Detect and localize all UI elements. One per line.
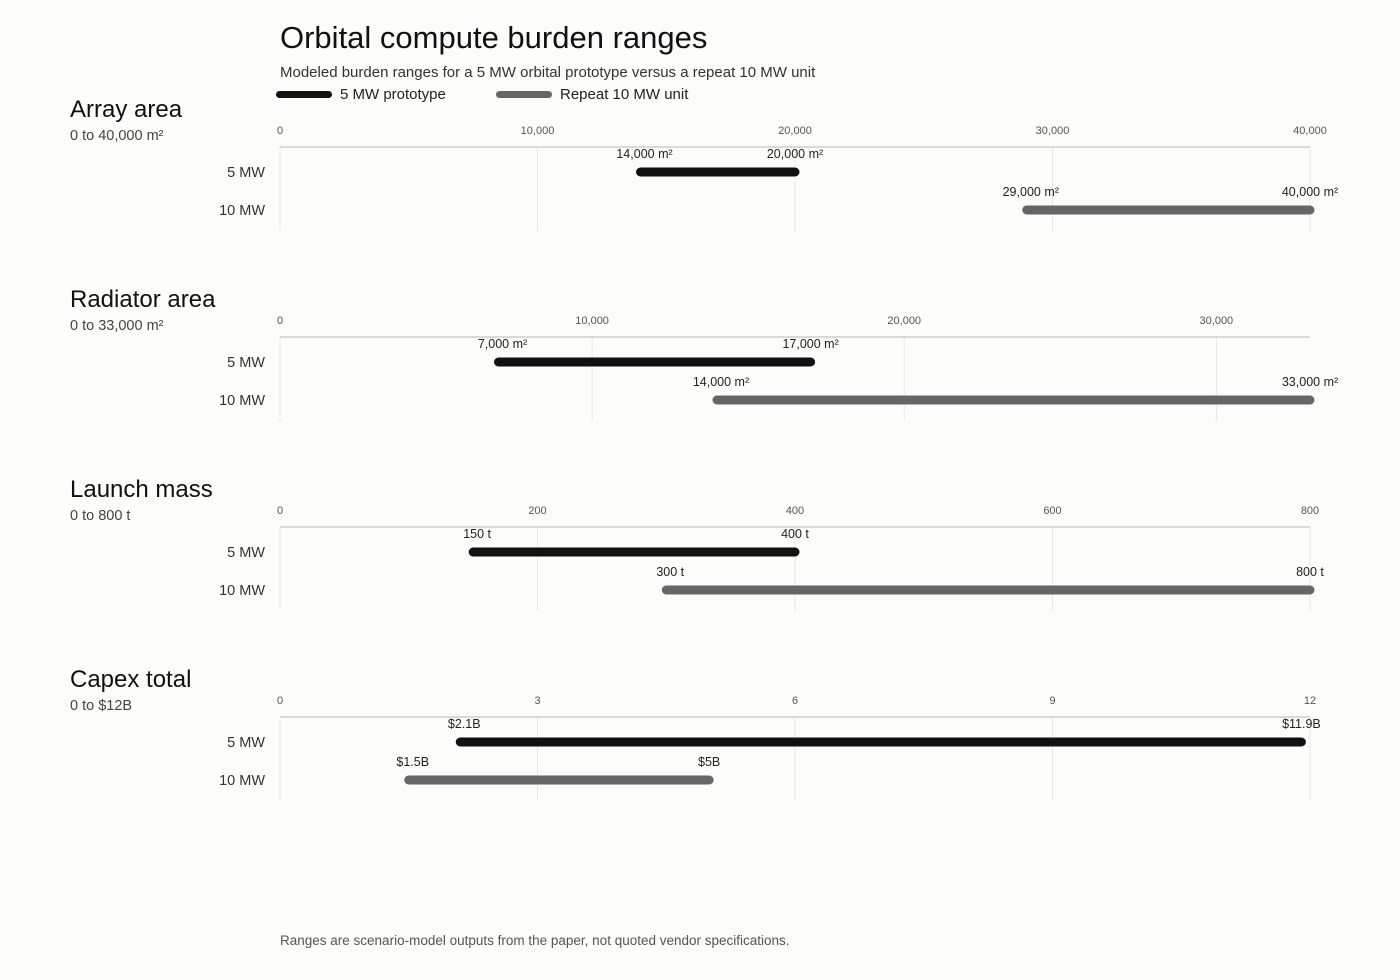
row-label-array-area-10-mw: 10 MW [219, 203, 265, 219]
panel-title-array-area: Array area [70, 96, 183, 123]
range-high-label-capex-total-5-mw: $11.9B [1282, 717, 1321, 731]
tick-label-launch-mass-0: 0 [277, 505, 283, 517]
range-high-label-radiator-area-5-mw: 17,000 m² [782, 337, 838, 351]
range-low-label-radiator-area-10-mw: 14,000 m² [693, 375, 749, 389]
range-low-label-capex-total-10-mw: $1.5B [396, 755, 429, 769]
panel-subtitle-array-area: 0 to 40,000 m² [70, 128, 164, 144]
tick-label-array-area-2: 20,000 [778, 125, 812, 137]
range-high-label-array-area-10-mw: 40,000 m² [1282, 185, 1338, 199]
range-high-label-capex-total-10-mw: $5B [698, 755, 720, 769]
row-label-radiator-area-5-mw: 5 MW [227, 355, 265, 371]
tick-label-array-area-3: 30,000 [1036, 125, 1070, 137]
row-label-capex-total-10-mw: 10 MW [219, 773, 265, 789]
range-high-label-radiator-area-10-mw: 33,000 m² [1282, 375, 1338, 389]
row-label-launch-mass-5-mw: 5 MW [227, 545, 265, 561]
chart-subtitle: Modeled burden ranges for a 5 MW orbital… [280, 64, 816, 81]
tick-label-launch-mass-4: 800 [1301, 505, 1319, 517]
tick-label-radiator-area-1: 10,000 [575, 315, 609, 327]
footnote: Ranges are scenario-model outputs from t… [280, 933, 790, 948]
legend-swatch-5mw [276, 90, 332, 98]
legend-item-5mw: 5 MW prototype [276, 85, 446, 103]
row-label-capex-total-5-mw: 5 MW [227, 735, 265, 751]
range-low-label-array-area-10-mw: 29,000 m² [1003, 185, 1059, 199]
row-label-radiator-area-10-mw: 10 MW [219, 393, 265, 409]
tick-label-launch-mass-2: 400 [786, 505, 804, 517]
panel-title-launch-mass: Launch mass [70, 476, 213, 503]
tick-label-array-area-1: 10,000 [521, 125, 555, 137]
tick-label-capex-total-0: 0 [277, 695, 283, 707]
range-high-label-launch-mass-5-mw: 400 t [781, 527, 809, 541]
chart-title: Orbital compute burden ranges [280, 20, 708, 55]
tick-label-array-area-0: 0 [277, 125, 283, 137]
tick-label-array-area-4: 40,000 [1293, 125, 1327, 137]
tick-label-launch-mass-3: 600 [1043, 505, 1061, 517]
range-high-label-array-area-5-mw: 20,000 m² [767, 147, 823, 161]
legend-swatch-10mw [496, 90, 552, 98]
range-low-label-capex-total-5-mw: $2.1B [448, 717, 481, 731]
tick-label-radiator-area-2: 20,000 [887, 315, 921, 327]
range-low-label-launch-mass-10-mw: 300 t [656, 565, 684, 579]
panel-subtitle-capex-total: 0 to $12B [70, 698, 132, 714]
panel-subtitle-launch-mass: 0 to 800 t [70, 508, 130, 524]
panel-subtitle-radiator-area: 0 to 33,000 m² [70, 318, 164, 334]
tick-label-capex-total-1: 3 [534, 695, 540, 707]
tick-label-launch-mass-1: 200 [528, 505, 546, 517]
legend-label-10mw: Repeat 10 MW unit [560, 85, 689, 103]
tick-label-radiator-area-0: 0 [277, 315, 283, 327]
tick-label-capex-total-4: 12 [1304, 695, 1316, 707]
legend-label-5mw: 5 MW prototype [340, 85, 446, 103]
range-low-label-array-area-5-mw: 14,000 m² [616, 147, 672, 161]
panel-title-capex-total: Capex total [70, 666, 191, 693]
legend-item-10mw: Repeat 10 MW unit [496, 85, 689, 103]
range-high-label-launch-mass-10-mw: 800 t [1296, 565, 1324, 579]
tick-label-capex-total-2: 6 [792, 695, 798, 707]
tick-label-radiator-area-3: 30,000 [1200, 315, 1234, 327]
range-low-label-launch-mass-5-mw: 150 t [463, 527, 491, 541]
row-label-array-area-5-mw: 5 MW [227, 165, 265, 181]
range-low-label-radiator-area-5-mw: 7,000 m² [478, 337, 527, 351]
tick-label-capex-total-3: 9 [1049, 695, 1055, 707]
panel-title-radiator-area: Radiator area [70, 286, 216, 313]
row-label-launch-mass-10-mw: 10 MW [219, 583, 265, 599]
